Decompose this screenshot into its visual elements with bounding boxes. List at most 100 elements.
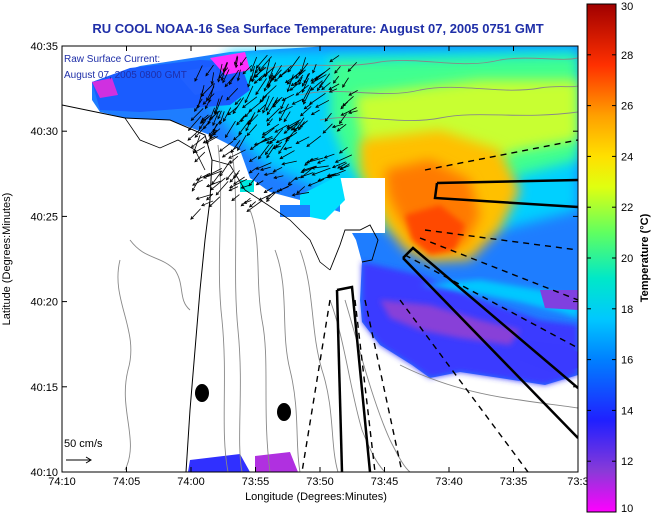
current-vector-head [210, 186, 214, 191]
current-vector-head [255, 91, 259, 96]
current-vector-head [342, 84, 346, 88]
current-vector [188, 115, 202, 131]
current-vector [223, 107, 232, 122]
current-vector [252, 66, 258, 82]
current-vector-head [262, 131, 266, 136]
current-vector-head [242, 70, 247, 75]
current-vector-head [279, 155, 284, 160]
plot-area: Raw Surface Current: August 07, 2005 080… [61, 45, 579, 473]
current-vector [248, 172, 260, 187]
current-vector-head [296, 190, 300, 195]
coastline [62, 104, 379, 472]
current-vector [200, 83, 214, 97]
current-vector [268, 62, 277, 79]
current-vector [291, 121, 300, 131]
current-vector-head [289, 87, 294, 91]
current-vector [298, 76, 303, 85]
current-vector [194, 65, 203, 82]
current-vector-head [268, 75, 272, 80]
current-vector-head [264, 151, 269, 156]
current-vector [234, 55, 238, 65]
current-vector [332, 123, 344, 128]
current-vector [274, 124, 288, 133]
current-vector-head [339, 166, 344, 170]
current-vector-head [221, 154, 226, 158]
current-vector-head [244, 99, 248, 104]
current-vector [212, 128, 221, 136]
current-vector-head [336, 128, 341, 132]
current-vector [215, 95, 223, 114]
current-vector [187, 129, 201, 141]
current-vector [233, 176, 245, 185]
current-vector [258, 56, 272, 72]
x-tick-label: 74:00 [177, 476, 205, 488]
current-vector-head [244, 113, 249, 118]
current-vector-head [286, 81, 291, 85]
colorbar-tick-label: 14 [621, 405, 633, 417]
current-vector [205, 64, 214, 77]
current-vector-head [307, 183, 312, 187]
current-vector-head [237, 147, 241, 152]
current-vector-head [217, 115, 221, 120]
current-vector-head [223, 118, 227, 122]
current-vector-head [301, 168, 306, 172]
current-vector-head [229, 185, 233, 189]
y-tick-label: 40:15 [30, 382, 58, 394]
current-vector [237, 135, 247, 151]
current-vector-head [231, 197, 235, 202]
current-vector [322, 123, 333, 134]
current-vector [217, 110, 222, 119]
current-vector-head [201, 203, 205, 207]
current-vector-head [195, 177, 200, 181]
current-vector [258, 71, 270, 81]
current-vector [250, 56, 258, 72]
current-vector [302, 165, 317, 171]
current-vector [329, 88, 338, 93]
current-vector [312, 167, 331, 176]
current-vector [311, 74, 327, 84]
current-vector-head [195, 196, 200, 200]
current-vector-head [218, 121, 223, 126]
map-title: RU COOL NOAA-16 Sea Surface Temperature:… [92, 21, 543, 36]
current-vector-head [263, 189, 268, 193]
current-vector-head [192, 182, 196, 186]
colorbar-tick-label: 30 [621, 1, 633, 13]
current-vector-head [246, 132, 251, 137]
current-vector [197, 89, 204, 109]
current-vector-head [236, 77, 241, 82]
current-vector [234, 98, 242, 105]
current-vector [219, 140, 234, 152]
current-vector-head [277, 110, 282, 114]
current-vector [261, 127, 275, 139]
current-vector-head [194, 158, 198, 163]
current-vector-head [232, 136, 237, 141]
current-vector [206, 167, 222, 177]
current-vector-head [340, 112, 345, 116]
colorbar-gradient [586, 3, 617, 513]
current-vector [242, 96, 258, 108]
current-vector [273, 145, 282, 149]
current-vector-head [248, 158, 253, 162]
current-vector-head [319, 84, 323, 89]
current-vector-head [275, 139, 280, 144]
current-vector [342, 96, 354, 107]
x-tick-label: 73:55 [242, 476, 270, 488]
current-vector [327, 173, 337, 177]
current-vector-head [273, 175, 278, 180]
current-vector-head [310, 87, 315, 91]
current-vector [321, 82, 331, 90]
current-vector [328, 83, 340, 90]
current-vector [256, 54, 268, 69]
current-vector [311, 165, 329, 169]
current-vector-head [283, 118, 287, 123]
current-vector [249, 167, 258, 174]
current-vector-head [283, 130, 288, 134]
current-vector [329, 55, 340, 63]
current-vector [310, 157, 319, 161]
colorbar-tick-label: 24 [621, 151, 633, 163]
current-vector [296, 136, 310, 144]
current-vector [227, 106, 239, 116]
current-vector-head [273, 78, 278, 82]
colorbar-tick-label: 18 [621, 304, 633, 316]
current-vector-head [239, 62, 244, 66]
